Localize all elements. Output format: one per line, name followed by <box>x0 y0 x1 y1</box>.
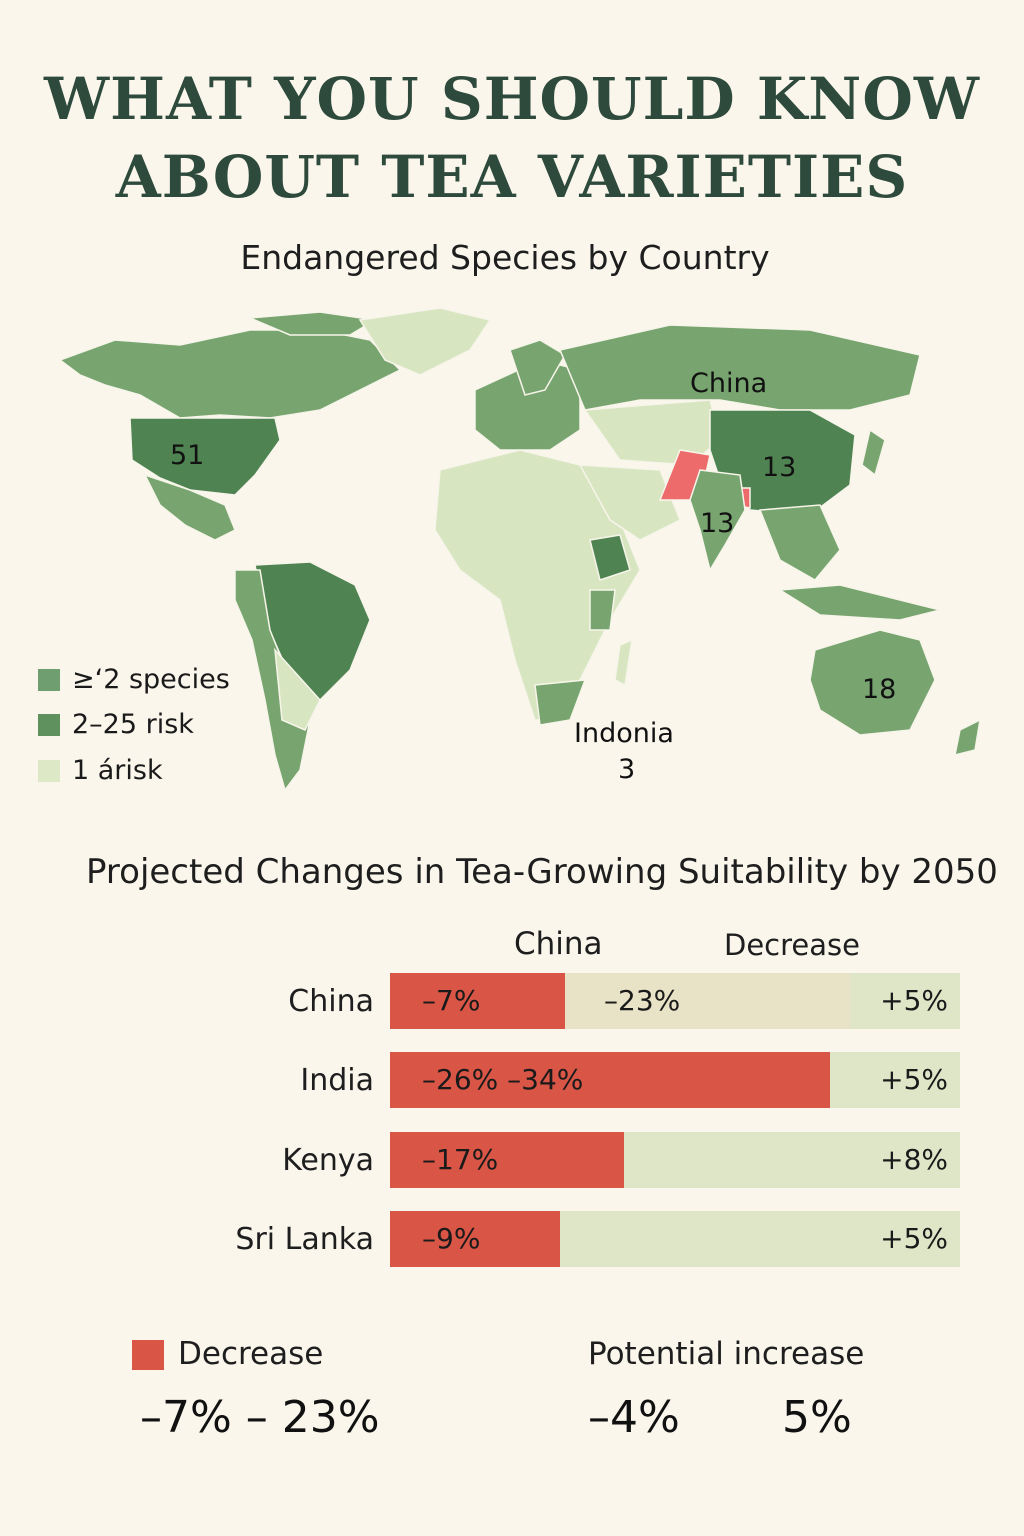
greenland-region <box>358 307 492 376</box>
central-asia-region <box>583 399 721 466</box>
bar-decrease-segment <box>390 973 565 1029</box>
bar-decrease-segment <box>390 1211 560 1267</box>
bar-header-right: Decrease <box>724 928 860 962</box>
legend-label: 2–25 risk <box>72 709 194 740</box>
ethiopia-region <box>589 534 631 581</box>
bar-kenya: –17% +8% <box>390 1132 960 1188</box>
map-legend-item: ≥‘2 species <box>38 664 230 695</box>
indonesia-value-label: 3 <box>618 754 636 785</box>
increase-legend-label: Potential increase <box>588 1336 865 1372</box>
bar-middle-label: –23% <box>604 984 681 1017</box>
bar-increase-label: +5% <box>880 1063 948 1096</box>
usa-region <box>129 417 281 496</box>
map-legend-item: 2–25 risk <box>38 709 194 740</box>
increase-low-value: –4% <box>588 1392 680 1443</box>
bar-sri-lanka: –9% +5% <box>390 1211 960 1267</box>
canada-region <box>58 329 402 419</box>
southeast-asia-region <box>758 504 841 581</box>
india-value-label: 13 <box>700 508 735 539</box>
legend-swatch <box>38 713 60 736</box>
bar-india: –26% –34% +5% <box>390 1052 960 1108</box>
middle-east-region <box>578 464 681 541</box>
bar-increase-label: +8% <box>880 1143 948 1176</box>
bar-decrease-label: –9% <box>422 1222 481 1255</box>
india-region <box>689 469 746 572</box>
bar-decrease-segment <box>390 1052 830 1108</box>
row-label-india: India <box>300 1063 374 1098</box>
page-title-line-2: ABOUT TEA VARIETIES <box>115 143 909 211</box>
canada-islands <box>249 311 378 336</box>
australia-value-label: 18 <box>862 674 897 705</box>
row-label-china: China <box>288 984 374 1019</box>
indonesia-region <box>777 584 941 621</box>
south-africa-region <box>534 679 587 726</box>
row-label-sri-lanka: Sri Lanka <box>235 1222 374 1257</box>
bar-decrease-label: –7% <box>422 984 481 1017</box>
bar-decrease-segment <box>390 1132 624 1188</box>
china-name-label: China <box>690 368 768 399</box>
south-america-west <box>234 569 311 792</box>
bar-decrease-label: –26% –34% <box>422 1063 584 1096</box>
scandinavia-region <box>509 339 567 396</box>
page-title: WHAT YOU SHOULD KNOW ABOUT TEA VARIETIES <box>0 60 1024 216</box>
madagascar-region <box>614 638 633 687</box>
usa-value-label: 51 <box>170 440 205 471</box>
bar-increase-label: +5% <box>880 1222 948 1255</box>
decrease-legend-swatch <box>132 1340 164 1370</box>
row-label-kenya: Kenya <box>282 1143 374 1178</box>
legend-label: ≥‘2 species <box>72 664 230 695</box>
world-map-graphic <box>58 307 981 792</box>
kenya-region <box>589 589 616 631</box>
japan-region <box>861 428 886 477</box>
page-title-line-1: WHAT YOU SHOULD KNOW <box>44 65 980 133</box>
south-america-light <box>274 647 321 731</box>
map-title: Endangered Species by Country <box>240 238 770 277</box>
russia-region <box>558 324 921 411</box>
legend-swatch <box>38 759 60 782</box>
mexico-region <box>143 473 236 541</box>
bar-middle-segment <box>565 973 850 1029</box>
bar-decrease-label: –17% <box>422 1143 499 1176</box>
world-map: 51 China 13 13 18 Indonia 3 <box>20 300 1010 810</box>
map-legend-item: 1 árisk <box>38 755 163 786</box>
legend-label: 1 árisk <box>72 755 163 786</box>
new-zealand-region <box>954 718 981 757</box>
bar-china: –7% –23% +5% <box>390 973 960 1029</box>
legend-swatch <box>38 668 60 691</box>
china-value-label: 13 <box>762 452 797 483</box>
australia-region <box>809 629 936 736</box>
bar-header-left: China <box>514 926 603 962</box>
indonesia-name-label: Indonia <box>574 718 674 749</box>
bar-increase-label: +5% <box>880 984 948 1017</box>
increase-high-value: 5% <box>782 1392 852 1443</box>
decrease-legend-label: Decrease <box>178 1336 324 1372</box>
suitability-title: Projected Changes in Tea-Growing Suitabi… <box>86 852 998 892</box>
decrease-range-value: –7% – 23% <box>140 1392 380 1443</box>
